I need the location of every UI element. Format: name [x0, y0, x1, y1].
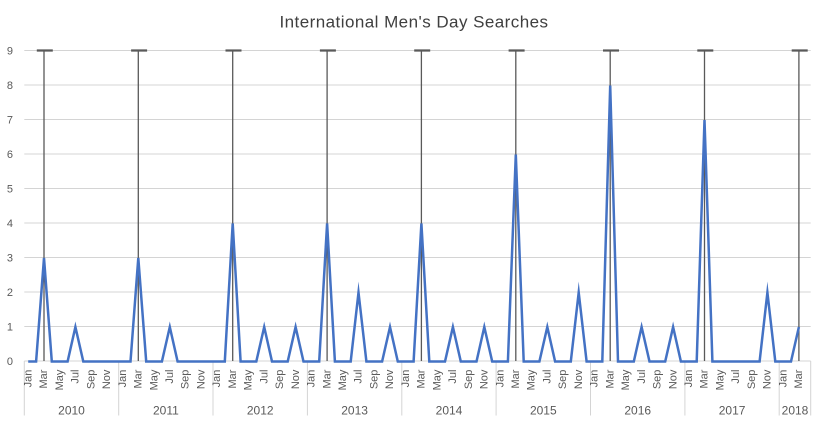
svg-text:Mar: Mar [510, 369, 522, 388]
svg-text:Jul: Jul [730, 370, 742, 384]
svg-text:5: 5 [7, 183, 13, 195]
svg-text:Nov: Nov [667, 369, 679, 389]
svg-text:Sep: Sep [85, 370, 97, 390]
svg-text:2010: 2010 [58, 403, 85, 417]
svg-text:Jan: Jan [306, 370, 318, 388]
svg-text:Nov: Nov [101, 369, 113, 389]
svg-text:1: 1 [7, 321, 13, 333]
svg-text:Sep: Sep [652, 370, 664, 390]
svg-text:Sep: Sep [746, 370, 758, 390]
svg-text:Sep: Sep [180, 370, 192, 390]
svg-text:Nov: Nov [384, 369, 396, 389]
svg-text:Mar: Mar [699, 369, 711, 388]
svg-text:May: May [620, 369, 632, 390]
svg-text:Mar: Mar [604, 369, 616, 388]
svg-text:0: 0 [7, 356, 13, 368]
svg-text:Mar: Mar [133, 369, 145, 388]
svg-text:Mar: Mar [321, 369, 333, 388]
svg-text:2011: 2011 [153, 403, 179, 417]
svg-text:Jul: Jul [258, 370, 270, 384]
svg-text:Jul: Jul [164, 370, 176, 384]
svg-text:Jan: Jan [494, 370, 506, 388]
svg-text:2015: 2015 [530, 403, 557, 417]
svg-text:Jul: Jul [636, 370, 648, 384]
svg-text:2017: 2017 [719, 403, 746, 417]
svg-text:Sep: Sep [463, 370, 475, 390]
svg-text:Jul: Jul [447, 370, 459, 384]
svg-text:Jan: Jan [777, 370, 789, 388]
svg-text:Jan: Jan [683, 370, 695, 388]
svg-text:May: May [243, 369, 255, 390]
svg-text:3: 3 [7, 252, 13, 264]
svg-text:Jan: Jan [589, 370, 601, 388]
svg-text:Mar: Mar [416, 369, 428, 388]
svg-text:Jul: Jul [353, 370, 365, 384]
svg-text:May: May [526, 369, 538, 390]
svg-text:Nov: Nov [762, 369, 774, 389]
svg-text:2013: 2013 [341, 403, 368, 417]
svg-text:Sep: Sep [557, 370, 569, 390]
svg-text:2012: 2012 [247, 403, 274, 417]
svg-text:Jan: Jan [22, 370, 34, 388]
svg-text:Jan: Jan [117, 370, 129, 388]
svg-text:May: May [54, 369, 66, 390]
svg-text:4: 4 [7, 218, 13, 230]
svg-text:Nov: Nov [290, 369, 302, 389]
svg-text:2016: 2016 [624, 403, 651, 417]
svg-text:Jan: Jan [211, 370, 223, 388]
svg-text:Nov: Nov [479, 369, 491, 389]
svg-text:2: 2 [7, 287, 13, 299]
svg-text:Jan: Jan [400, 370, 412, 388]
svg-text:9: 9 [7, 45, 13, 57]
svg-text:6: 6 [7, 149, 13, 161]
svg-text:Sep: Sep [274, 370, 286, 390]
svg-text:May: May [337, 369, 349, 390]
svg-text:Jul: Jul [70, 370, 82, 384]
svg-text:May: May [715, 369, 727, 390]
svg-text:Mar: Mar [38, 369, 50, 388]
svg-text:8: 8 [7, 80, 13, 92]
svg-text:Mar: Mar [227, 369, 239, 388]
svg-text:Nov: Nov [195, 369, 207, 389]
svg-text:May: May [431, 369, 443, 390]
svg-text:2018: 2018 [782, 403, 809, 417]
svg-text:International Men's Day Search: International Men's Day Searches [279, 13, 548, 32]
svg-text:7: 7 [7, 114, 13, 126]
svg-text:Nov: Nov [573, 369, 585, 389]
svg-text:May: May [148, 369, 160, 390]
svg-text:Sep: Sep [368, 370, 380, 390]
svg-text:Jul: Jul [542, 370, 554, 384]
svg-text:2014: 2014 [436, 403, 463, 417]
svg-text:Mar: Mar [793, 369, 805, 388]
